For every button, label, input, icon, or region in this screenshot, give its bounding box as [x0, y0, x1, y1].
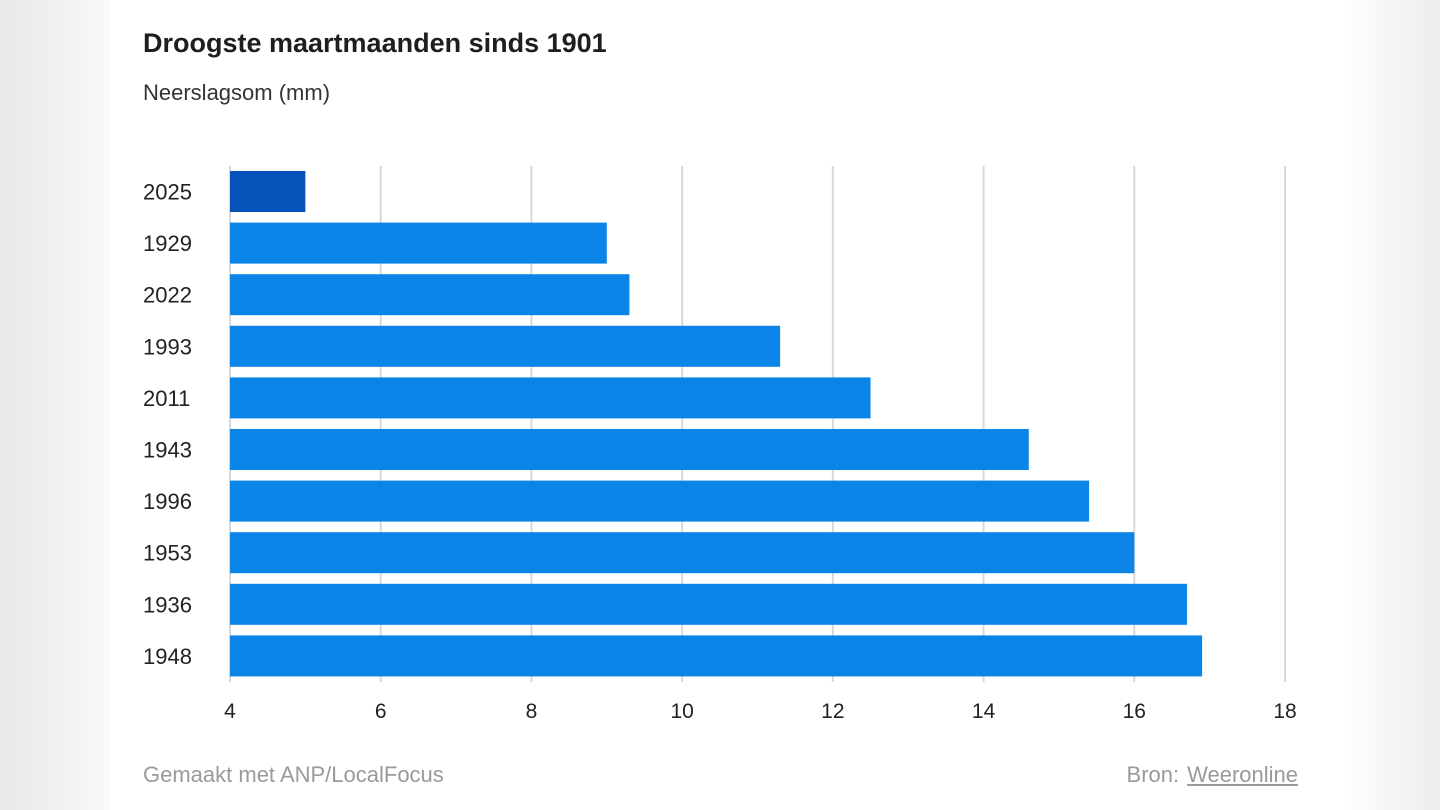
bar	[230, 274, 630, 316]
y-category-label: 2011	[143, 386, 190, 411]
x-tick-label: 18	[1273, 700, 1296, 723]
y-category-label: 1953	[143, 541, 192, 566]
bar	[230, 377, 871, 419]
y-category-label: 1943	[143, 438, 192, 463]
bar	[230, 532, 1135, 574]
x-tick-label: 16	[1123, 700, 1146, 723]
bar	[230, 429, 1029, 470]
x-tick-label: 8	[526, 700, 538, 723]
y-category-label: 1993	[143, 334, 192, 359]
bar	[230, 583, 1188, 625]
x-tick-label: 4	[224, 700, 236, 723]
bar	[230, 480, 1090, 522]
background-blur-left	[0, 0, 110, 810]
chart-title: Droogste maartmaanden sinds 1901	[143, 28, 607, 58]
x-tick-label: 6	[375, 700, 387, 723]
footer-credit: Gemaakt met ANP/LocalFocus	[143, 762, 444, 787]
y-category-label: 1929	[143, 231, 192, 256]
footer-source: Bron: Weeronline	[1127, 762, 1298, 788]
bar	[230, 171, 306, 212]
y-category-label: 2022	[143, 283, 192, 308]
background-blur-right	[1345, 0, 1440, 810]
chart-subtitle: Neerslagsom (mm)	[143, 80, 331, 105]
y-category-label: 2025	[143, 180, 192, 205]
y-category-label: 1996	[143, 489, 192, 514]
source-label: Bron:	[1126, 762, 1180, 787]
y-category-label: 1948	[143, 644, 192, 669]
y-category-label: 1936	[143, 592, 192, 617]
x-tick-label: 14	[972, 700, 996, 723]
x-tick-label: 10	[670, 700, 693, 723]
bar	[230, 222, 607, 264]
bar	[230, 325, 781, 367]
source-link[interactable]: Weeronline	[1187, 762, 1298, 787]
x-tick-label: 12	[821, 700, 844, 723]
bar	[230, 635, 1203, 677]
